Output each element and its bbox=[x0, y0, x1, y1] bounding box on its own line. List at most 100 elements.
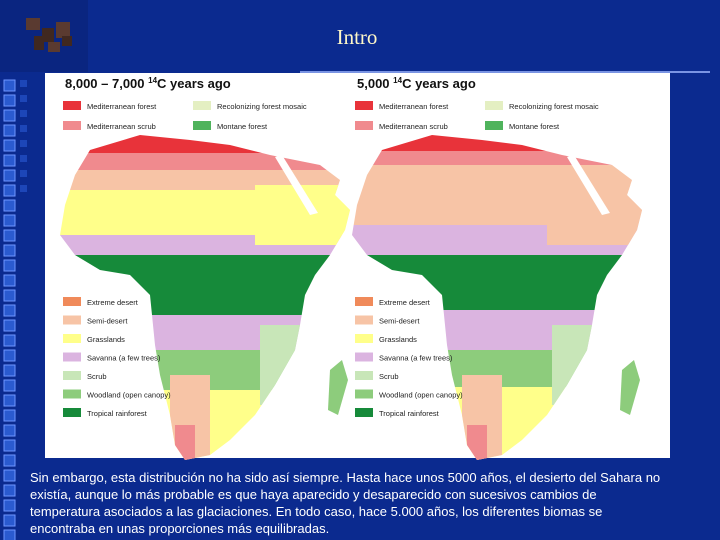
legend-swatch bbox=[355, 408, 373, 417]
map-title: 5,000 14C years ago bbox=[357, 76, 476, 91]
side-square bbox=[3, 409, 16, 422]
legend-label: Semi-desert bbox=[379, 317, 420, 326]
caption-line: temperatura asociados a las glaciaciones… bbox=[30, 504, 603, 519]
side-square bbox=[3, 424, 16, 437]
side-square bbox=[3, 514, 16, 527]
side-square bbox=[20, 80, 27, 87]
legend-label: Mediterranean scrub bbox=[379, 122, 448, 131]
legend-swatch bbox=[485, 121, 503, 130]
side-square bbox=[3, 394, 16, 407]
map-title-superscript: 14 bbox=[393, 76, 402, 85]
side-square bbox=[20, 185, 27, 192]
side-square bbox=[20, 155, 27, 162]
legend-label: Grasslands bbox=[87, 335, 125, 344]
legend-swatch bbox=[355, 334, 373, 343]
side-square bbox=[3, 244, 16, 257]
legend-swatch bbox=[63, 334, 81, 343]
legend-swatch bbox=[63, 121, 81, 130]
legend-label: Mediterranean scrub bbox=[87, 122, 156, 131]
legend-label: Woodland (open canopy) bbox=[87, 391, 171, 400]
legend-label: Scrub bbox=[87, 372, 107, 381]
legend-swatch bbox=[355, 315, 373, 325]
legend-label: Savanna (a few trees) bbox=[87, 354, 161, 363]
side-square bbox=[20, 110, 27, 117]
madagascar bbox=[328, 360, 348, 415]
legend-label: Mediterranean forest bbox=[87, 102, 157, 111]
slide-title: Intro bbox=[337, 25, 378, 49]
side-square bbox=[3, 289, 16, 302]
legend-swatch bbox=[63, 352, 81, 362]
map-title-text: 5,000 bbox=[357, 76, 393, 91]
caption-line: encontraba en unas proporciones más equi… bbox=[30, 521, 330, 536]
legend-label: Mediterranean forest bbox=[379, 102, 449, 111]
side-square bbox=[3, 214, 16, 227]
side-square bbox=[20, 95, 27, 102]
side-square bbox=[3, 379, 16, 392]
maps: 8,000 – 7,000 14C years agoMediterranean… bbox=[60, 76, 642, 460]
legend-swatch bbox=[355, 389, 373, 399]
logo bbox=[0, 0, 88, 72]
legend-label: Montane forest bbox=[217, 122, 268, 131]
legend-label: Grasslands bbox=[379, 335, 417, 344]
side-square bbox=[20, 170, 27, 177]
legend-swatch bbox=[193, 101, 211, 110]
legend-swatch bbox=[355, 352, 373, 362]
red-sea bbox=[567, 155, 610, 215]
map-title-superscript: 14 bbox=[148, 76, 157, 85]
side-square bbox=[3, 139, 16, 152]
legend-label: Tropical rainforest bbox=[87, 409, 148, 418]
side-square bbox=[3, 109, 16, 122]
side-square bbox=[3, 484, 16, 497]
legend-swatch bbox=[63, 297, 81, 306]
side-square bbox=[3, 124, 16, 137]
side-square bbox=[3, 184, 16, 197]
map-title-text: 8,000 – 7,000 bbox=[65, 76, 148, 91]
side-square bbox=[20, 125, 27, 132]
legend-swatch bbox=[485, 101, 503, 110]
legend-swatch bbox=[355, 371, 373, 380]
side-square bbox=[3, 364, 16, 377]
side-square bbox=[3, 454, 16, 467]
legend-swatch bbox=[355, 297, 373, 306]
side-square bbox=[3, 334, 16, 347]
side-square bbox=[3, 199, 16, 212]
side-square bbox=[3, 274, 16, 287]
side-decoration bbox=[3, 79, 27, 540]
legend-swatch bbox=[63, 101, 81, 110]
legend-label: Savanna (a few trees) bbox=[379, 354, 453, 363]
side-square bbox=[3, 304, 16, 317]
side-square bbox=[20, 140, 27, 147]
legend-label: Recolonizing forest mosaic bbox=[509, 102, 599, 111]
side-square bbox=[3, 529, 16, 540]
legend-label: Extreme desert bbox=[379, 298, 431, 307]
madagascar bbox=[620, 360, 640, 415]
side-square bbox=[3, 319, 16, 332]
side-square bbox=[3, 499, 16, 512]
legend-label: Recolonizing forest mosaic bbox=[217, 102, 307, 111]
legend-label: Extreme desert bbox=[87, 298, 139, 307]
side-square bbox=[3, 439, 16, 452]
side-square bbox=[3, 469, 16, 482]
legend-label: Semi-desert bbox=[87, 317, 128, 326]
map-title-text: C years ago bbox=[402, 76, 476, 91]
legend-label: Scrub bbox=[379, 372, 399, 381]
side-square bbox=[3, 79, 16, 92]
legend-swatch bbox=[63, 371, 81, 380]
legend-swatch bbox=[63, 408, 81, 417]
legend-swatch bbox=[355, 101, 373, 110]
side-square bbox=[3, 94, 16, 107]
biome-zone bbox=[467, 425, 487, 460]
legend-swatch bbox=[355, 121, 373, 130]
map-title-text: C years ago bbox=[157, 76, 231, 91]
biome-zone bbox=[175, 425, 195, 460]
side-square bbox=[3, 349, 16, 362]
legend-swatch bbox=[63, 389, 81, 399]
side-square bbox=[3, 154, 16, 167]
legend-label: Montane forest bbox=[509, 122, 560, 131]
caption-line: existía, aunque lo más probable es que h… bbox=[30, 487, 597, 502]
side-square bbox=[3, 169, 16, 182]
map-title: 8,000 – 7,000 14C years ago bbox=[65, 76, 231, 91]
legend-swatch bbox=[193, 121, 211, 130]
red-sea bbox=[275, 155, 318, 215]
